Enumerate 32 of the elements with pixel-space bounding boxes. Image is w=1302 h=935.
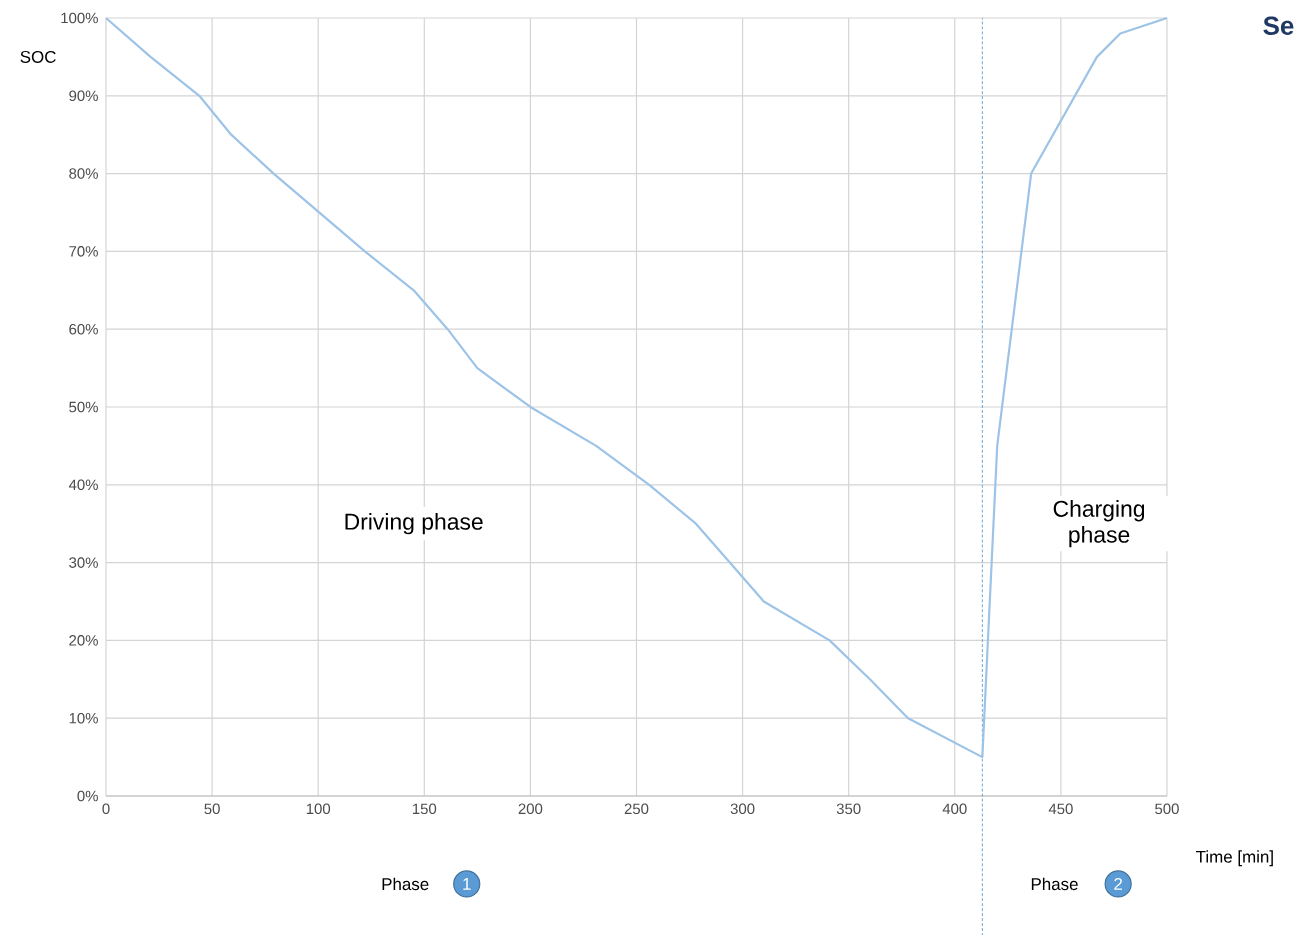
- x-axis-title: Time [min]: [1196, 850, 1273, 867]
- annotation: Charging phase: [1053, 500, 1145, 548]
- x-tick-label: 350: [836, 803, 861, 815]
- annotation: Driving phase: [345, 513, 483, 535]
- text: Se: [1263, 16, 1294, 35]
- x-tick-label: 100: [306, 803, 331, 815]
- x-tick-label: 200: [518, 803, 543, 815]
- y-tick-label: 40%: [68, 479, 98, 491]
- y-tick-label: 80%: [69, 168, 98, 179]
- text: 1: [463, 878, 471, 890]
- y-tick-label: 0%: [77, 790, 98, 802]
- text: Phase: [382, 877, 429, 891]
- x-tick-label: 400: [942, 803, 967, 815]
- x-tick-label: 300: [730, 803, 755, 815]
- y-tick-label: 10%: [69, 712, 98, 724]
- y-tick-label: 100%: [61, 12, 98, 24]
- y-tick-label: 70%: [69, 246, 98, 257]
- y-tick-label: 50%: [69, 401, 98, 413]
- y-tick-label: 30%: [69, 557, 98, 568]
- x-tick-label: 50: [204, 803, 220, 815]
- text: 2: [1114, 878, 1123, 890]
- x-tick-label: 150: [412, 803, 437, 815]
- y-tick-label: 60%: [69, 323, 98, 335]
- y-tick-label: 90%: [69, 90, 98, 102]
- x-tick-label: 0: [102, 803, 110, 815]
- line-series: [104, 16, 1169, 759]
- x-tick-label: 250: [624, 803, 649, 815]
- text: Phase: [1031, 877, 1078, 891]
- y-tick-label: 20%: [69, 635, 98, 646]
- x-tick-label: 500: [1155, 803, 1179, 815]
- x-tick-label: 450: [1048, 803, 1073, 815]
- y-axis-title: SOC: [20, 50, 56, 63]
